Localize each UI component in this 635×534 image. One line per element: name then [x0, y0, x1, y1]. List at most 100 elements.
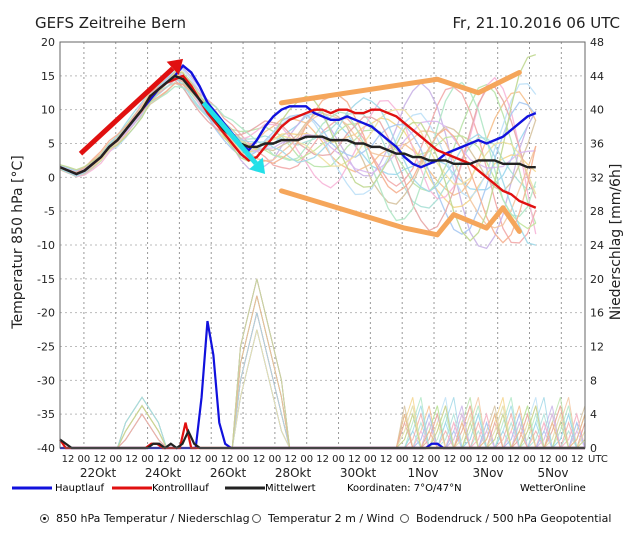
y-tick-label: -5 — [44, 205, 55, 218]
legend-mean: Mittelwert — [265, 483, 316, 494]
radio-label: 850 hPa Temperatur / Niederschlag — [56, 511, 250, 525]
y2-tick-label: 28 — [590, 205, 604, 218]
radio-label: Temperatur 2 m / Wind — [268, 511, 395, 525]
y2-tick-label: 16 — [590, 307, 604, 320]
x-hour-label: 00 — [109, 454, 122, 465]
spread-envelope — [278, 188, 522, 238]
x-hour-label: 12 — [221, 454, 234, 465]
x-hour-label: 12 — [189, 454, 202, 465]
y2-tick-label: 24 — [590, 239, 604, 252]
y2-tick-label: 32 — [590, 171, 604, 184]
y-tick-label: 5 — [48, 138, 55, 151]
x-hour-label: 12 — [157, 454, 170, 465]
chart-type-selector: 850 hPa Temperatur / Niederschlag Temper… — [0, 506, 635, 530]
x-hour-label: 00 — [300, 454, 313, 465]
x-day-label: 24Okt — [145, 466, 182, 480]
y2-tick-label: 48 — [590, 36, 604, 49]
x-hour-label: 12 — [253, 454, 266, 465]
x-hour-label: 12 — [62, 454, 75, 465]
axes: 20151050-5-10-15-20-25-30-35-40484440363… — [37, 36, 608, 480]
x-hour-label: 12 — [507, 454, 520, 465]
x-hour-label: 00 — [396, 454, 409, 465]
radio-dot[interactable] — [252, 513, 261, 523]
spread-envelope — [278, 69, 522, 106]
x-hour-label: 12 — [475, 454, 488, 465]
y-tick-label: -25 — [37, 341, 55, 354]
x-hour-label: 12 — [348, 454, 361, 465]
ensemble-line — [59, 82, 537, 205]
chart-title: GEFS Zeitreihe Bern — [35, 14, 186, 32]
precip-line-mittelwert — [59, 428, 585, 450]
y2-tick-label: 40 — [590, 104, 604, 117]
x-day-label: 1Nov — [407, 466, 438, 480]
y-tick-label: -35 — [37, 408, 55, 421]
x-hour-label: 12 — [125, 454, 138, 465]
trend-arrow-shaft — [201, 101, 258, 166]
y-tick-label: -30 — [37, 374, 55, 387]
x-day-label: 28Okt — [275, 466, 312, 480]
radio-label: Bodendruck / 500 hPa Geopotential — [416, 511, 612, 525]
legend-coords: Koordinaten: 7°O/47°N — [347, 483, 462, 494]
x-hour-label: 00 — [78, 454, 91, 465]
x-day-label: 3Nov — [472, 466, 503, 480]
y2-tick-label: 8 — [590, 374, 597, 387]
plot-frame — [59, 41, 586, 449]
legend-control: Kontrolllauf — [152, 483, 209, 494]
x-hour-label: 00 — [555, 454, 568, 465]
x-hour-label: 00 — [237, 454, 250, 465]
chart: GEFS Zeitreihe Bern Fr, 21.10.2016 06 UT… — [10, 14, 624, 494]
y-tick-label: -20 — [37, 307, 55, 320]
x-hour-label: 12 — [93, 454, 106, 465]
x-hour-label: 12 — [412, 454, 425, 465]
x-hour-label: 12 — [571, 454, 584, 465]
x-unit-label: UTC — [588, 454, 608, 465]
annotations — [78, 58, 522, 238]
trend-arrow-head — [249, 157, 266, 174]
y2label: Niederschlag [mm/6h] — [608, 164, 624, 321]
x-hour-label: 00 — [332, 454, 345, 465]
radio-dot[interactable] — [400, 513, 409, 523]
y-tick-label: -15 — [37, 273, 55, 286]
legend-brand: WetterOnline — [520, 483, 586, 494]
x-hour-label: 00 — [459, 454, 472, 465]
radio-temp-2m[interactable]: Temperatur 2 m / Wind — [252, 512, 394, 525]
y-tick-label: 20 — [41, 36, 55, 49]
x-hour-label: 00 — [491, 454, 504, 465]
ylabel: Temperatur 850 hPa [°C] — [10, 155, 26, 329]
x-hour-label: 00 — [141, 454, 154, 465]
x-hour-label: 12 — [444, 454, 457, 465]
legend: Hauptlauf Kontrolllauf Mittelwert Koordi… — [12, 483, 586, 494]
x-hour-label: 00 — [173, 454, 186, 465]
y-tick-label: 0 — [48, 171, 55, 184]
radio-850hpa[interactable]: 850 hPa Temperatur / Niederschlag — [40, 512, 250, 525]
radio-dot[interactable] — [40, 513, 49, 523]
x-hour-label: 00 — [205, 454, 218, 465]
x-hour-label: 12 — [284, 454, 297, 465]
y-tick-label: -40 — [37, 442, 55, 455]
x-hour-label: 00 — [523, 454, 536, 465]
y-tick-label: -10 — [37, 239, 55, 252]
y-tick-label: 10 — [41, 104, 55, 117]
x-hour-label: 00 — [269, 454, 282, 465]
x-hour-label: 00 — [428, 454, 441, 465]
y2-tick-label: 4 — [590, 408, 597, 421]
y2-tick-label: 44 — [590, 70, 604, 83]
y2-tick-label: 0 — [590, 442, 597, 455]
temp-line-mittelwert — [59, 74, 536, 176]
y2-tick-label: 12 — [590, 341, 604, 354]
y2-tick-label: 20 — [590, 273, 604, 286]
trend-arrow-shaft — [78, 66, 175, 156]
legend-main: Hauptlauf — [55, 483, 104, 494]
y2-tick-label: 36 — [590, 138, 604, 151]
x-hour-label: 00 — [364, 454, 377, 465]
x-day-label: 5Nov — [537, 466, 568, 480]
x-day-label: 26Okt — [210, 466, 247, 480]
x-hour-label: 12 — [539, 454, 552, 465]
y-tick-label: 15 — [41, 70, 55, 83]
x-hour-label: 12 — [380, 454, 393, 465]
chart-datetime: Fr, 21.10.2016 06 UTC — [453, 14, 620, 32]
main-series — [59, 63, 537, 209]
x-day-label: 22Okt — [80, 466, 117, 480]
radio-pressure[interactable]: Bodendruck / 500 hPa Geopotential — [400, 512, 611, 525]
x-hour-label: 12 — [316, 454, 329, 465]
